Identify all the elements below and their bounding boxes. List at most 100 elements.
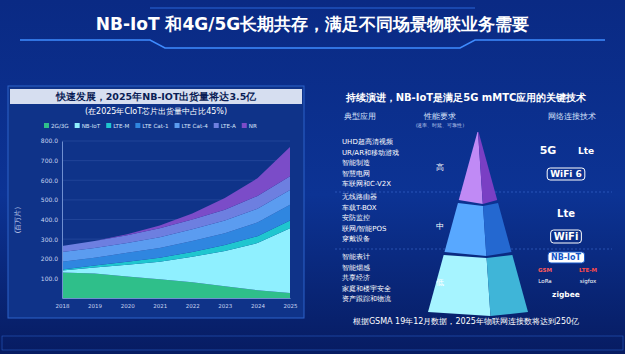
logo-box: [548, 252, 585, 263]
tick: 2021: [153, 298, 167, 309]
title-frame: [150, 8, 475, 9]
chart-subtitle: (在2025年CIoT芯片出货量中占比45%): [85, 107, 227, 116]
app-label: 共享经济: [342, 274, 370, 282]
tech-logo: Lte: [578, 146, 594, 156]
pyramid-face: [444, 203, 486, 256]
tech-logo: GSM: [538, 267, 552, 273]
legend-label: NB-IoT: [82, 123, 101, 129]
legend-label: LTE Cat-4: [182, 123, 209, 129]
logo-box: [551, 230, 582, 243]
pyramid-face: [487, 255, 528, 316]
legend-label: LTE-M: [113, 123, 129, 129]
pyramid-face: [483, 203, 512, 256]
tick: 2019: [88, 298, 102, 309]
tech-logo: Lte: [557, 208, 575, 219]
panel-heading: 持续演进，NB-IoT是满足5G mMTC应用的关键技术: [345, 92, 588, 103]
tick-label: 2025: [284, 303, 298, 309]
tick-label: 300.0: [41, 236, 58, 243]
app-label: UR/AR和移动游戏: [342, 149, 399, 157]
tick: 600.0: [41, 177, 62, 184]
legend: 2G/3G NB-IoT LTE-M LTE Cat-1 LTE Cat-4 LTE-A N…: [44, 123, 257, 129]
tick: 700.0: [41, 157, 62, 164]
axis-line: [62, 142, 63, 299]
app-label: 智能烟感: [342, 264, 370, 272]
tick-label: 2019: [88, 303, 102, 309]
tick-label: 800.0: [41, 137, 58, 144]
tick-label: 600.0: [41, 177, 58, 184]
pyramid-face: [478, 132, 497, 204]
legend-swatch: [242, 123, 247, 128]
slide: NB-IoT 和4G/5G长期共存，满足不同场景物联业务需要快速发展，2025年…: [0, 0, 625, 354]
app-label: 安防监控: [342, 214, 370, 222]
header-bar: [10, 89, 302, 104]
tick-label: 200.0: [41, 255, 58, 262]
legend-label: 2G/3G: [51, 123, 69, 129]
legend-label: NR: [249, 123, 257, 129]
column-header: 典型应用: [344, 112, 376, 121]
app-label: UHD超高清视频: [342, 138, 393, 146]
legend-swatch: [135, 123, 140, 128]
tick: 2020: [121, 298, 135, 309]
app-label: 家庭和楼宇安全: [342, 285, 391, 293]
app-label: 智慧电网: [342, 170, 370, 178]
tier-level: 中: [436, 222, 444, 231]
y-title: (百万片): [14, 207, 22, 234]
tech-logo: 5G: [540, 144, 557, 157]
tick: 100.0: [41, 275, 62, 282]
tick-label: 2023: [218, 303, 232, 309]
app-label: 无线路由器: [342, 193, 377, 201]
tick-label: 2021: [153, 303, 167, 309]
pyramid-face: [428, 255, 491, 316]
app-label: 智能制造: [342, 159, 370, 167]
column-note: (速率、时延、可靠性): [416, 122, 465, 128]
background: [0, 0, 625, 354]
legend-swatch: [75, 123, 80, 128]
tick: 300.0: [41, 236, 62, 243]
tick-label: 700.0: [41, 157, 58, 164]
area: [62, 147, 290, 246]
tech-logo: WiFi: [554, 231, 579, 242]
areas: [62, 147, 290, 298]
tech-logo: zigbee: [552, 290, 580, 299]
app-label: 资产跟踪和物流: [342, 295, 391, 303]
column-header: 性能要求: [423, 112, 456, 121]
tick-label: 100.0: [41, 275, 58, 282]
tick-label: 500.0: [41, 196, 58, 203]
tier-level: 低: [436, 278, 444, 287]
tech-logo: LoRa: [538, 278, 551, 284]
app-label: 车联网和C-V2X: [342, 180, 391, 188]
app-label: 车载T-BOX: [342, 204, 377, 212]
tech-logo: WiFi 6: [550, 169, 582, 179]
legend-swatch: [106, 123, 111, 128]
tick-label: 2022: [186, 303, 200, 309]
tech-logo: LTE-M: [579, 267, 597, 273]
title-frame: [20, 40, 605, 48]
tech-logo: sigfox: [580, 278, 597, 285]
legend-label: LTE-A: [221, 123, 236, 129]
column-header: 网络连接技术: [548, 112, 596, 121]
right-panel: 持续演进，NB-IoT是满足5G mMTC应用的关键技术典型应用 性能要求(速率、…: [335, 92, 612, 316]
tick: 500.0: [41, 196, 62, 203]
tick-label: 400.0: [41, 216, 58, 223]
x-axis: 2018 2019 2020 2021 2022 2023 2024 2025: [56, 298, 298, 309]
logo-box: [547, 168, 585, 180]
app-label: 联网/智能POS: [342, 225, 387, 233]
tick: 200.0: [41, 255, 62, 262]
legend-swatch: [44, 123, 49, 128]
legend-swatch: [175, 123, 180, 128]
axis-line: [63, 298, 291, 299]
app-label: 穿戴设备: [342, 235, 370, 243]
tick: 2024: [251, 298, 265, 309]
legend-swatch: [214, 123, 219, 128]
tick: 400.0: [41, 216, 62, 223]
footer: 根据GSMA 19年12月数据，2025年物联网连接数将达到250亿: [353, 317, 579, 326]
grid-line: [62, 160, 290, 161]
tier-level: 高: [436, 163, 444, 172]
tick: 2023: [218, 298, 232, 309]
grid-line: [62, 141, 290, 142]
legend-label: LTE Cat-1: [142, 123, 169, 129]
panel: [8, 86, 304, 318]
tick-label: 2018: [56, 303, 70, 309]
frame: [2, 336, 623, 350]
tick: 2022: [186, 298, 200, 309]
